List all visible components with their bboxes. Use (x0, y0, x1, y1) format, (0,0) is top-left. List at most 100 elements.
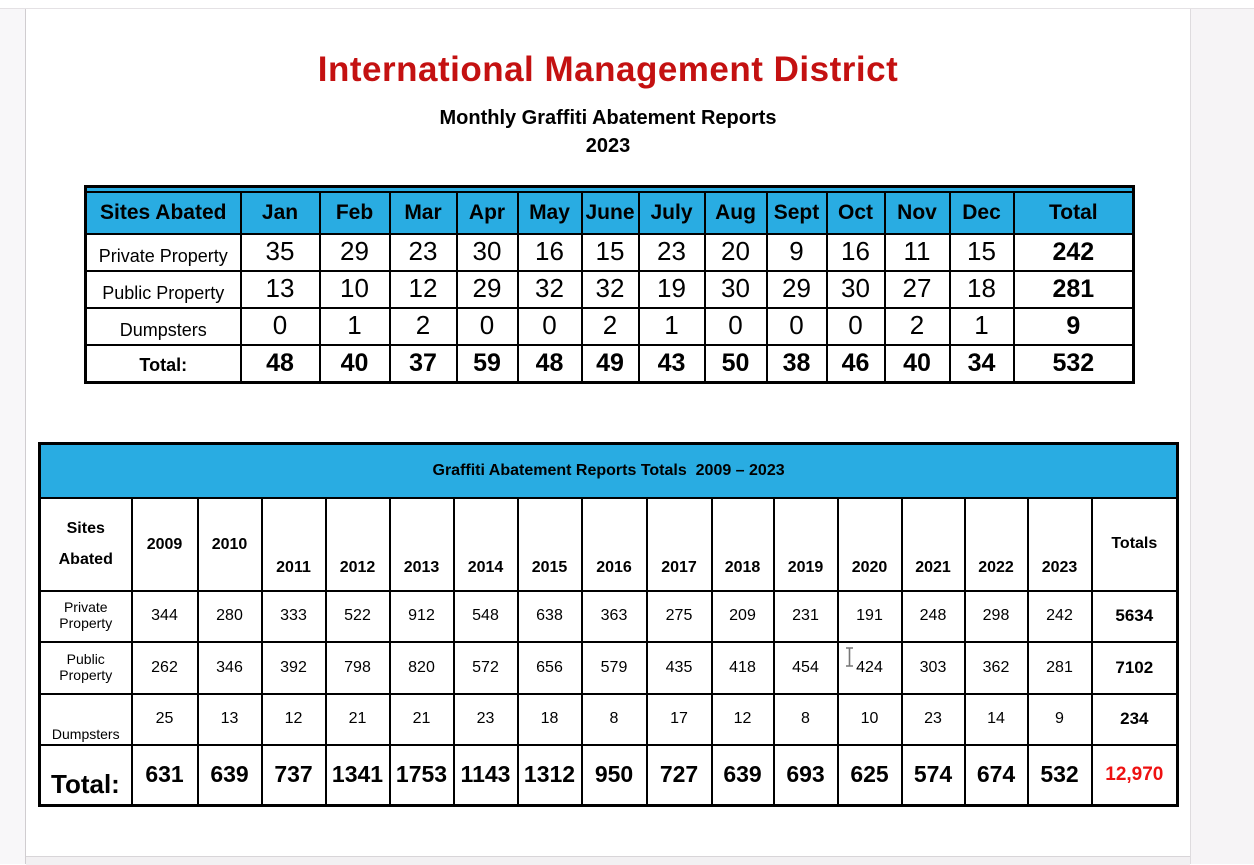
year-header-cell: 2017 (645, 496, 713, 592)
data-cell: 0 (455, 306, 519, 346)
data-cell: 2 (883, 306, 951, 346)
data-cell: 280 (196, 589, 263, 643)
grand-total-cell: 532 (1012, 343, 1135, 384)
data-cell: 362 (963, 640, 1029, 695)
corner-header-line2: Abated (58, 550, 113, 568)
document-subtitle-year: 2023 (585, 135, 631, 157)
row-total-cell: 281 (1012, 269, 1135, 309)
row-label: Public Property (38, 640, 133, 695)
viewer-right-margin (1190, 9, 1254, 864)
data-cell: 11 (883, 232, 951, 272)
data-cell: 0 (239, 306, 321, 346)
month-header-cell: Oct (825, 190, 886, 235)
data-cell: 209 (710, 589, 775, 643)
data-cell: 13 (239, 269, 321, 309)
data-cell: 344 (130, 589, 199, 643)
table-total-row: Total: 631 639 737 1341 1753 1143 1312 950 727 63… (38, 743, 1179, 807)
data-cell: 29 (318, 232, 391, 272)
total-data-cell: 49 (580, 343, 640, 384)
data-cell: 23 (637, 232, 706, 272)
data-cell: 10 (318, 269, 391, 309)
data-cell: 1 (318, 306, 391, 346)
data-cell: 14 (963, 692, 1029, 746)
table-header-row: Sites Abated 2009 2010 2011 2012 2013 2014 2015… (38, 496, 1179, 592)
data-cell: 262 (130, 640, 199, 695)
data-cell: 0 (703, 306, 768, 346)
total-data-cell: 1341 (324, 743, 391, 807)
data-cell: 298 (963, 589, 1029, 643)
data-cell: 32 (580, 269, 640, 309)
data-cell: 363 (580, 589, 648, 643)
data-cell: 8 (580, 692, 648, 746)
data-cell: 8 (772, 692, 839, 746)
total-column-header: Total (1012, 190, 1135, 235)
data-cell: 656 (516, 640, 583, 695)
data-cell: 638 (516, 589, 583, 643)
total-data-cell: 40 (318, 343, 391, 384)
row-total-cell: 9 (1012, 306, 1135, 346)
total-data-cell: 737 (260, 743, 327, 807)
data-cell: 522 (324, 589, 391, 643)
month-header-cell: Dec (948, 190, 1015, 235)
data-cell: 19 (637, 269, 706, 309)
data-cell: 435 (645, 640, 713, 695)
monthly-abatement-table: Sites Abated Jan Feb Mar Apr May June July Aug S… (84, 185, 1136, 384)
data-cell: 29 (455, 269, 519, 309)
data-cell: 21 (324, 692, 391, 746)
row-label: Private Property (38, 589, 133, 643)
data-cell: 12 (388, 269, 458, 309)
total-data-cell: 46 (825, 343, 886, 384)
corner-header: Sites Abated (84, 190, 242, 235)
data-cell: 572 (452, 640, 519, 695)
data-cell: 21 (388, 692, 455, 746)
data-cell: 23 (452, 692, 519, 746)
data-cell: 9 (765, 232, 828, 272)
total-data-cell: 631 (130, 743, 199, 807)
year-header-cell: 2022 (963, 496, 1029, 592)
data-cell: 9 (1026, 692, 1093, 746)
data-cell: 798 (324, 640, 391, 695)
data-cell: 12 (260, 692, 327, 746)
data-cell: 2 (388, 306, 458, 346)
data-cell: 579 (580, 640, 648, 695)
clipped-blue-cell (84, 185, 1135, 193)
year-header-cell: 2011 (260, 496, 327, 592)
total-data-cell: 639 (196, 743, 263, 807)
total-data-cell: 50 (703, 343, 768, 384)
data-cell: 32 (516, 269, 583, 309)
data-cell: 15 (948, 232, 1015, 272)
total-data-cell: 693 (772, 743, 839, 807)
data-cell: 418 (710, 640, 775, 695)
table-title-bar: Graffiti Abatement Reports Totals 2009 –… (38, 442, 1179, 499)
data-cell: 12 (710, 692, 775, 746)
year-header-cell: 2021 (900, 496, 966, 592)
row-label: Dumpsters (38, 692, 133, 746)
total-data-cell: 639 (710, 743, 775, 807)
data-cell: 275 (645, 589, 713, 643)
data-cell: 1 (637, 306, 706, 346)
data-cell: 454 (772, 640, 839, 695)
table-title: Graffiti Abatement Reports Totals 2009 –… (38, 442, 1179, 499)
total-row-label: Total: (84, 343, 242, 384)
total-data-cell: 34 (948, 343, 1015, 384)
corner-header-line1: Sites (66, 520, 105, 538)
grand-total-cell: 12,970 (1090, 743, 1179, 807)
year-header-cell: 2012 (324, 496, 391, 592)
year-header-cell: 2018 (710, 496, 775, 592)
data-cell: 2 (580, 306, 640, 346)
clipped-blue-row (84, 185, 1135, 193)
document-title: International Management District (317, 50, 899, 89)
viewer-left-margin (0, 9, 26, 864)
data-cell: 231 (772, 589, 839, 643)
total-data-cell: 1753 (388, 743, 455, 807)
data-cell: 16 (516, 232, 583, 272)
month-header-cell: Sept (765, 190, 828, 235)
month-header-cell: Apr (455, 190, 519, 235)
table-row-public-property: Public Property 262 346 392 798 820 572 656 579… (38, 640, 1179, 695)
year-header-cell: 2013 (388, 496, 455, 592)
row-total-cell: 234 (1090, 692, 1179, 746)
data-cell: 10 (836, 692, 903, 746)
table-row-private-property: Private Property 35 29 23 30 16 15 23 20 9 16 11 15… (84, 232, 1135, 272)
data-cell: 303 (900, 640, 966, 695)
text-cursor-icon (846, 647, 853, 667)
